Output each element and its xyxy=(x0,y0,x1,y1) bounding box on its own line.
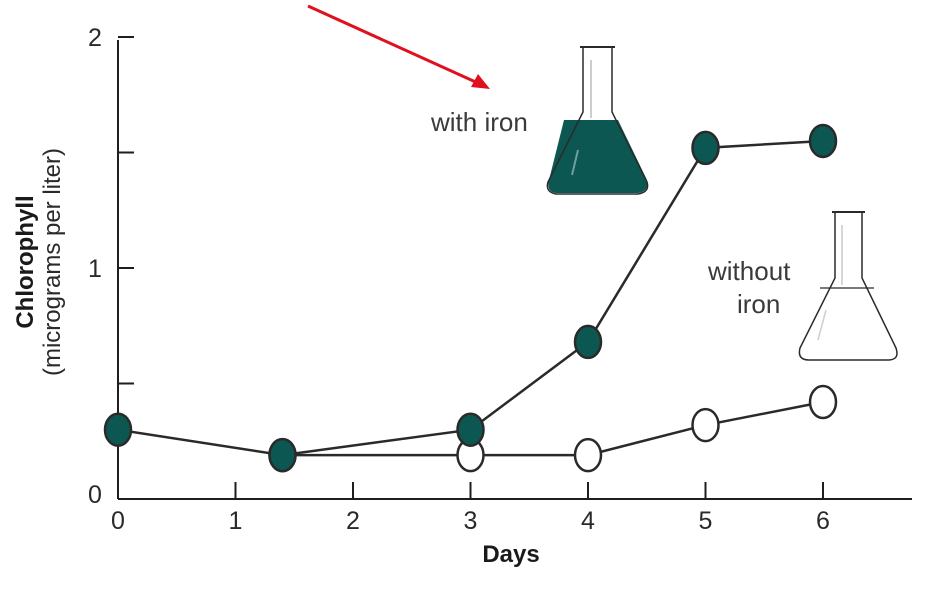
without-iron-label-line2: iron xyxy=(737,289,780,319)
with-iron-data-point xyxy=(573,324,603,360)
with-iron-data-point xyxy=(691,130,720,166)
without-iron-label-line1: without xyxy=(707,256,791,286)
axis-tick-labels: 0 1 2 3 4 5 6 0 1 2 xyxy=(88,24,830,535)
x-tick-label: 4 xyxy=(581,507,595,535)
x-tick-label: 6 xyxy=(816,507,830,535)
y-tick-label: 0 xyxy=(88,481,102,509)
y-axis-subtitle: (micrograms per liter) xyxy=(39,148,66,376)
with-iron-data-point xyxy=(808,123,838,159)
y-tick-label: 1 xyxy=(88,255,102,283)
flask-without-iron-icon xyxy=(798,211,898,361)
red-arrow-icon xyxy=(307,4,490,89)
with-iron-data-point xyxy=(456,412,485,447)
flask-with-iron-icon xyxy=(546,46,649,195)
without-iron-data-point xyxy=(573,437,603,473)
series-markers xyxy=(103,123,838,473)
x-tick-label: 0 xyxy=(111,507,125,535)
series-lines xyxy=(117,139,824,457)
x-tick-label: 2 xyxy=(346,507,360,535)
y-tick-label: 2 xyxy=(88,24,102,52)
x-tick-label: 5 xyxy=(699,507,713,535)
with-iron-data-point xyxy=(268,437,297,473)
with-iron-series-line xyxy=(117,139,824,457)
x-tick-label: 1 xyxy=(229,507,243,535)
with-iron-data-point xyxy=(103,412,133,447)
axis-ticks xyxy=(117,36,824,499)
without-iron-data-point xyxy=(691,407,720,443)
series-layer xyxy=(103,123,838,473)
without-iron-series-line xyxy=(282,400,824,457)
x-axis-title: Days xyxy=(482,541,539,568)
x-tick-label: 3 xyxy=(464,507,478,535)
without-iron-data-point xyxy=(808,384,838,420)
with-iron-label: with iron xyxy=(430,107,528,137)
y-axis-title: Chlorophyll xyxy=(12,195,39,328)
